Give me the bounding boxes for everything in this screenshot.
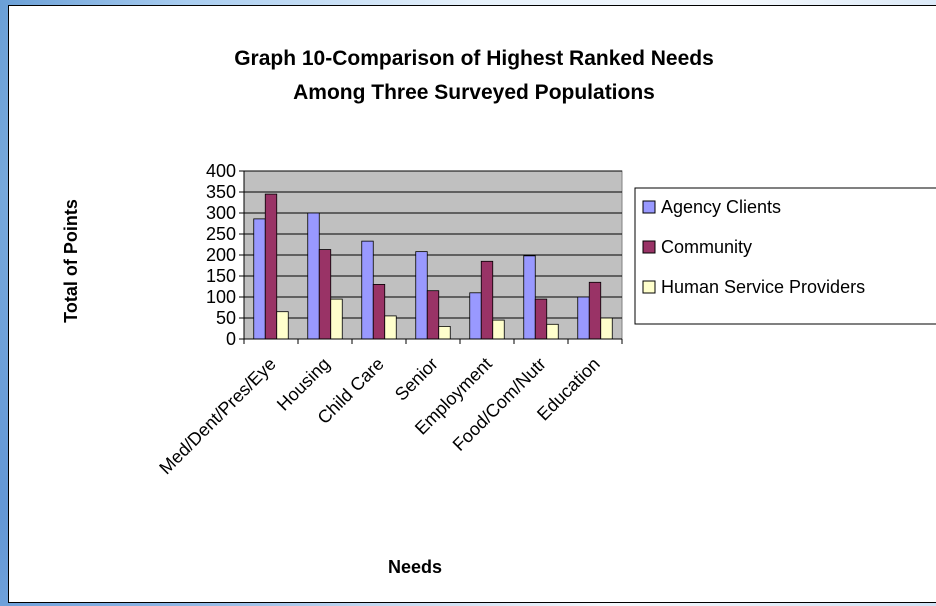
chart-title-line-1: Graph 10-Comparison of Highest Ranked Ne…: [234, 47, 714, 70]
y-tick-label: 250: [206, 224, 236, 244]
bar-community-6: [588, 281, 602, 340]
x-tick-label: Senior: [391, 354, 442, 405]
y-tick-label: 50: [216, 308, 236, 328]
chart-area: Graph 10-Comparison of Highest Ranked Ne…: [8, 5, 936, 603]
bar-community-2: [372, 283, 386, 340]
bar-agency-clients-2: [361, 240, 374, 340]
y-tick-label: 100: [206, 287, 236, 307]
chart-title-line-2: Among Three Surveyed Populations: [293, 81, 655, 104]
y-tick-label: 300: [206, 203, 236, 223]
y-tick-label: 0: [226, 329, 236, 349]
legend-label: Human Service Providers: [661, 277, 865, 297]
bar-agency-clients-6: [577, 296, 590, 340]
y-axis-label: Total of Points: [61, 199, 81, 323]
legend-label: Agency Clients: [661, 197, 781, 217]
y-tick-label: 150: [206, 266, 236, 286]
bar-human-service-providers-6: [600, 317, 613, 340]
legend-swatch-community: [642, 240, 656, 254]
bar-human-service-providers-5: [546, 323, 559, 340]
legend-swatch-agency-clients: [642, 200, 656, 214]
bar-agency-clients-4: [469, 292, 482, 340]
bar-community-5: [534, 298, 548, 340]
x-axis-label: Needs: [388, 557, 442, 577]
bar-human-service-providers-2: [384, 315, 397, 340]
bar-community-4: [480, 260, 494, 340]
bar-community-3: [426, 290, 440, 340]
bar-community-0: [264, 193, 278, 340]
y-tick-label: 200: [206, 245, 236, 265]
legend-box: [634, 187, 936, 325]
x-tick-label: Food/Com/Nutr: [449, 354, 550, 455]
chart-title: Graph 10-Comparison of Highest Ranked Ne…: [9, 42, 936, 110]
bar-agency-clients-5: [523, 255, 536, 340]
legend-swatch-human-service-providers: [642, 280, 656, 294]
bar-agency-clients-0: [253, 218, 266, 340]
bar-human-service-providers-0: [276, 311, 289, 340]
y-tick-label: 350: [206, 182, 236, 202]
legend: Agency Clients Community Human Service Pro…: [634, 187, 936, 325]
bar-community-1: [318, 249, 332, 340]
bar-agency-clients-1: [307, 212, 320, 340]
bar-human-service-providers-1: [330, 298, 343, 340]
bar-human-service-providers-4: [492, 319, 505, 340]
y-tick-label: 400: [206, 161, 236, 181]
legend-label: Community: [661, 237, 752, 257]
x-tick-label: Med/Dent/Pres/Eye: [155, 354, 280, 479]
bar-human-service-providers-3: [438, 325, 451, 340]
bar-agency-clients-3: [415, 251, 428, 340]
